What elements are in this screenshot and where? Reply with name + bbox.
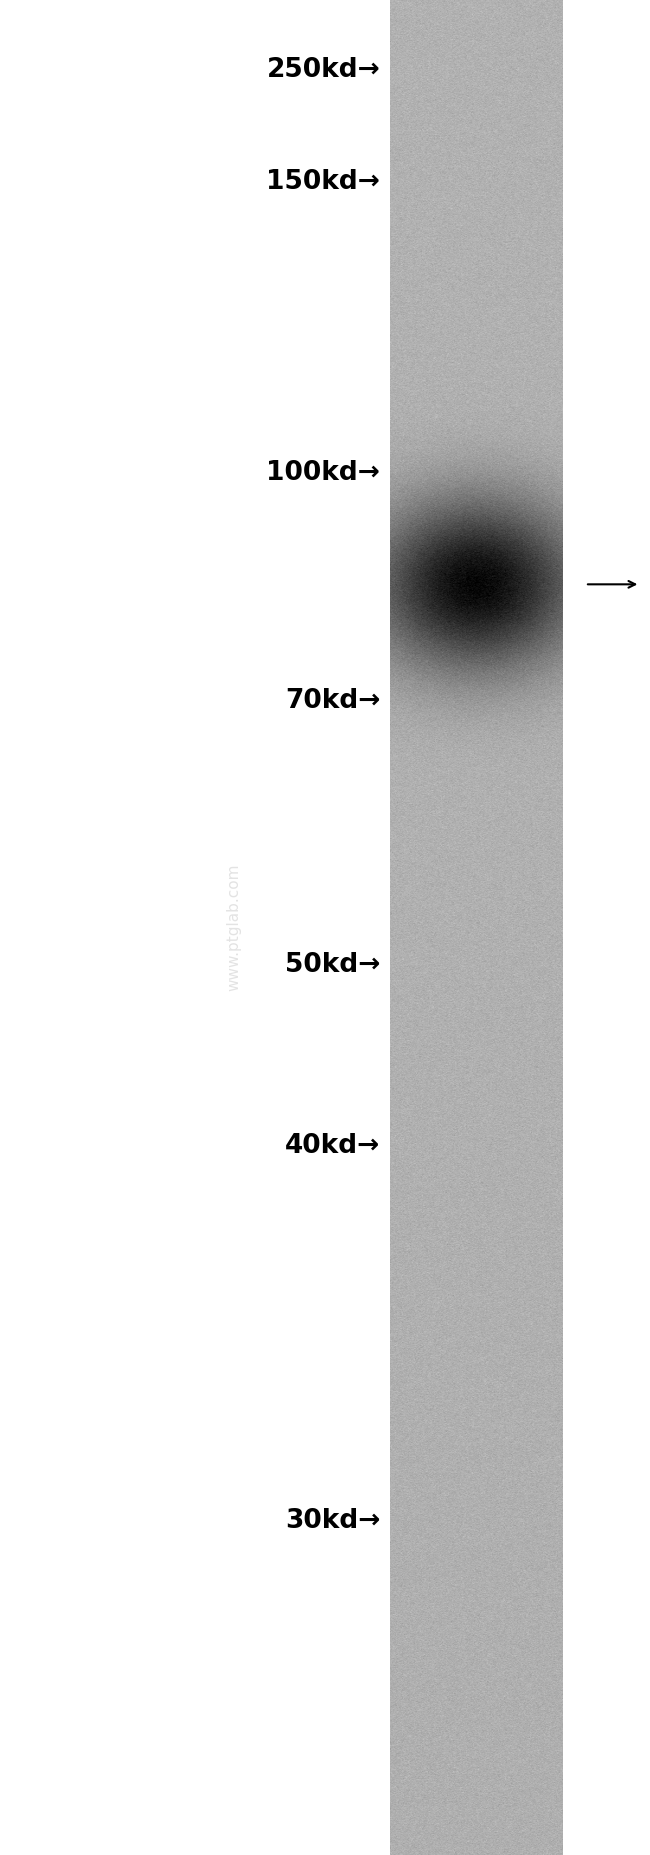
Text: www.ptglab.com: www.ptglab.com: [226, 864, 242, 991]
Text: 30kd→: 30kd→: [285, 1508, 380, 1534]
Text: 100kd→: 100kd→: [266, 460, 380, 486]
Text: 50kd→: 50kd→: [285, 952, 380, 978]
Text: 250kd→: 250kd→: [266, 58, 380, 83]
Text: 150kd→: 150kd→: [266, 169, 380, 195]
Text: 70kd→: 70kd→: [285, 688, 380, 714]
Text: 40kd→: 40kd→: [285, 1133, 380, 1159]
